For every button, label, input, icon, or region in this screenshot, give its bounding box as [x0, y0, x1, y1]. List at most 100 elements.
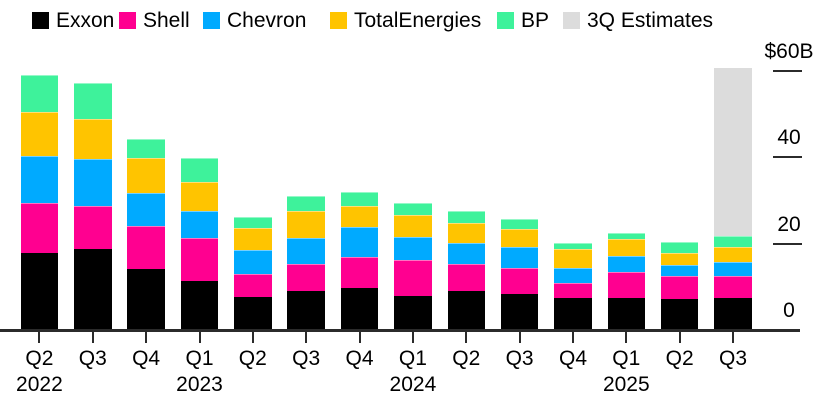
segment-exxon-q4-2023 [340, 288, 379, 330]
segment-chevron-q1-2024 [394, 237, 432, 261]
segment-exxon-q2-2025 [660, 298, 699, 330]
segment-bp-q3-2022 [74, 83, 112, 119]
segment-shell-q2-2025 [660, 276, 699, 299]
segment-chevron-q1-2023 [180, 210, 219, 239]
legend-swatch-totalenergies [330, 12, 347, 29]
segment-bp-q1-2024 [394, 203, 432, 216]
segment-bp-q4-2024 [554, 242, 592, 249]
year-label-2023: 2023 [176, 373, 223, 396]
legend-item-chevron: Chevron [203, 7, 306, 34]
segment-totalenergies-q3-2022 [74, 119, 112, 160]
segment-chevron-q1-2025 [607, 256, 646, 273]
x-tick-label-q3-2022: Q3 [78, 347, 107, 370]
segment-chevron-q3-2025 [714, 261, 752, 276]
segment-chevron-q4-2024 [554, 267, 592, 283]
y-tick-dash-40 [773, 156, 802, 159]
x-tick-q1-2023 [198, 332, 201, 343]
y-tick-label-20: 20 [777, 212, 801, 236]
segment-chevron-q4-2023 [340, 227, 379, 257]
x-tick-label-q2-2024: Q2 [452, 347, 481, 370]
segment-bp-q2-2023 [234, 217, 272, 229]
x-tick-q4-2023 [358, 332, 361, 343]
legend-swatch-exxon [32, 12, 49, 29]
x-tick-label-q1-2023: Q1 [185, 347, 214, 370]
segment-totalenergies-q2-2024 [447, 222, 485, 243]
segment-shell-q2-2023 [234, 274, 272, 298]
segment-shell-q4-2022 [127, 225, 165, 270]
legend-item-shell: Shell [119, 7, 190, 34]
x-tick-label-q1-2025: Q1 [612, 347, 641, 370]
legend-label: BP [521, 9, 550, 32]
legend-swatch-chevron [203, 12, 220, 29]
segment-totalenergies-q3-2023 [287, 210, 325, 239]
segment-chevron-q2-2025 [660, 265, 699, 276]
segment-exxon-q1-2025 [607, 298, 646, 330]
segment-chevron-q2-2022 [20, 156, 59, 204]
y-tick-label-60: $60B [764, 40, 814, 63]
x-tick-q3-2023 [305, 332, 308, 343]
segment-bp-q4-2023 [340, 192, 379, 207]
legend-item-bp: BP [497, 7, 549, 34]
segment-chevron-q2-2023 [234, 250, 272, 275]
segment-chevron-q3-2022 [74, 159, 112, 207]
segment-bp-q3-2024 [500, 219, 539, 229]
legend-swatch-3q-estimates [563, 12, 580, 29]
legend-item-totalenergies: TotalEnergies [330, 7, 481, 34]
x-tick-label-q2-2025: Q2 [665, 347, 694, 370]
legend-label: 3Q Estimates [587, 9, 714, 32]
segment-totalenergies-q4-2022 [127, 158, 165, 194]
segment-totalenergies-q2-2023 [234, 228, 272, 251]
plot-area [0, 68, 800, 330]
x-tick-label-q4-2023: Q4 [345, 347, 374, 370]
segment-exxon-q3-2024 [500, 294, 539, 330]
segment-chevron-q3-2023 [287, 238, 325, 264]
x-tick-label-q3-2025: Q3 [718, 347, 748, 370]
y-tick-dash-60 [773, 70, 802, 72]
x-tick-label-q1-2024: Q1 [398, 347, 427, 370]
x-tick-q2-2025 [678, 332, 681, 343]
year-label-2024: 2024 [389, 373, 437, 396]
segment-totalenergies-q1-2023 [180, 182, 219, 211]
segment-bp-q2-2025 [660, 242, 699, 254]
year-label-2022: 2022 [16, 373, 63, 396]
legend-label: Shell [143, 9, 190, 32]
segment-shell-q1-2024 [394, 260, 432, 296]
segment-shell-q4-2023 [340, 257, 379, 289]
x-tick-q3-2025 [732, 332, 734, 343]
segment-shell-q3-2023 [287, 264, 325, 292]
x-tick-label-q4-2022: Q4 [132, 347, 161, 370]
x-tick-label-q2-2022: Q2 [25, 347, 54, 370]
segment-exxon-q2-2023 [234, 297, 272, 330]
segment-shell-q3-2024 [500, 268, 539, 295]
segment-chevron-q4-2022 [127, 193, 165, 226]
segment-bp-q3-2023 [287, 195, 325, 211]
segment-exxon-q4-2024 [554, 298, 592, 330]
segment-bp-q1-2023 [180, 157, 219, 182]
x-tick-q1-2024 [411, 332, 414, 343]
legend-item-exxon: Exxon [32, 7, 114, 34]
x-tick-q2-2024 [465, 332, 468, 343]
x-tick-q4-2022 [145, 332, 148, 343]
segment-totalenergies-q3-2024 [500, 229, 539, 248]
x-tick-q1-2025 [625, 332, 628, 343]
x-tick-q3-2024 [518, 332, 521, 343]
legend-swatch-bp [497, 12, 514, 29]
segment-shell-q3-2025 [714, 275, 752, 298]
segment-shell-q1-2023 [180, 238, 219, 282]
x-tick-label-q3-2024: Q3 [505, 347, 534, 370]
segment-exxon-q3-2025 [714, 297, 752, 330]
segment-shell-q2-2022 [20, 203, 59, 254]
segment-chevron-q3-2024 [500, 247, 539, 269]
segment-totalenergies-q1-2025 [607, 239, 646, 257]
legend-label: TotalEnergies [354, 9, 482, 32]
y-tick-dash-20 [773, 242, 802, 245]
x-tick-q3-2022 [91, 332, 94, 343]
segment-shell-q3-2022 [74, 206, 112, 250]
y-tick-label-0: 0 [783, 299, 795, 322]
x-tick-label-q3-2023: Q3 [292, 347, 321, 370]
segment-bp-q2-2022 [20, 74, 59, 112]
segment-shell-q1-2025 [607, 272, 646, 299]
segment-totalenergies-q1-2024 [394, 215, 432, 238]
x-tick-label-q4-2024: Q4 [558, 347, 588, 370]
